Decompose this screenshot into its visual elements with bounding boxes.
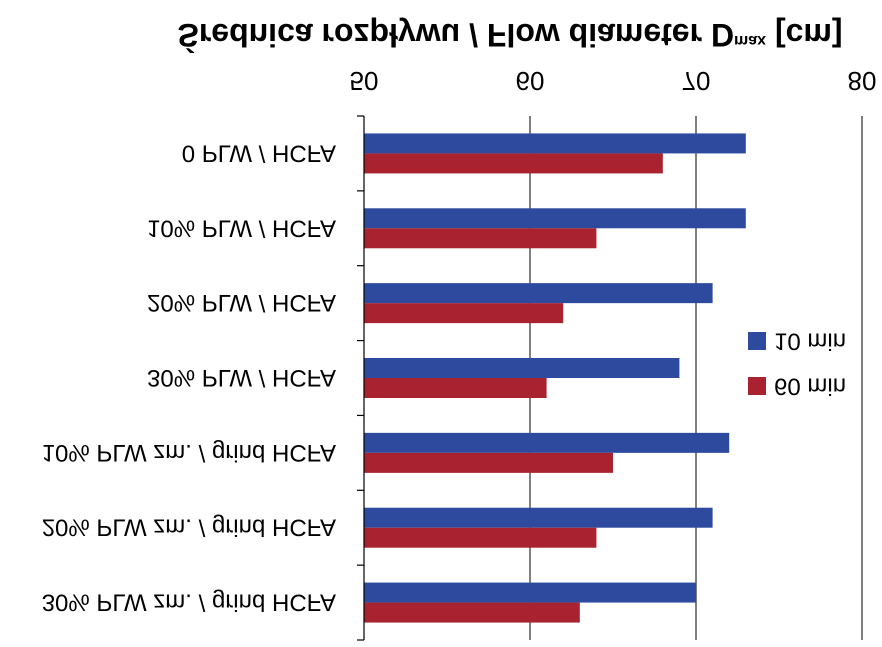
- chart-title: Średnica rozpływu / Flow diameter Dmax […: [177, 17, 842, 53]
- category-label: 10% PLW / HCFA: [147, 214, 336, 241]
- category-label: 0 PLW / HCFA: [182, 139, 336, 166]
- category-label: 30% PLW zm. / grind HCFA: [42, 589, 336, 616]
- bar-10-min-2: [364, 208, 746, 229]
- bar-10-min-5: [364, 432, 730, 453]
- legend-swatch: [748, 332, 766, 350]
- bar-60-min-1: [364, 153, 663, 174]
- bar-10-min-7: [364, 582, 696, 603]
- chart-title-main: Średnica rozpływu / Flow diameter D: [177, 17, 734, 53]
- legend-item: 10 min: [748, 328, 846, 355]
- category-label: 30% PLW / HCFA: [147, 364, 336, 391]
- category-label: 10% PLW zm. / grind HCFA: [42, 439, 336, 466]
- bar-60-min-7: [364, 602, 580, 623]
- bar-60-min-3: [364, 303, 564, 324]
- legend-label: 60 min: [774, 373, 846, 400]
- bar-10-min-6: [364, 507, 713, 528]
- svg-text:Średnica rozpływu / Flow diame: Średnica rozpływu / Flow diameter Dmax […: [177, 17, 842, 53]
- x-tick-label: 60: [516, 66, 545, 96]
- y-axis: [357, 115, 365, 641]
- bars: [364, 133, 746, 623]
- bar-10-min-4: [364, 358, 680, 378]
- category-label: 20% PLW / HCFA: [147, 289, 336, 316]
- chart-title-unit: [cm]: [766, 17, 842, 53]
- bar-60-min-5: [364, 452, 613, 473]
- bar-10-min-1: [364, 133, 746, 154]
- x-axis-ticks: 50 60 70 80: [350, 66, 877, 96]
- bar-60-min-2: [364, 228, 597, 249]
- x-tick-label: 50: [350, 66, 379, 96]
- chart-title-subscript: max: [734, 32, 766, 49]
- x-tick-label: 80: [848, 66, 877, 96]
- bar-10-min-3: [364, 283, 713, 304]
- legend-item: 60 min: [748, 373, 846, 400]
- category-labels: 0 PLW / HCFA 10% PLW / HCFA 20% PLW / HCFA…: [42, 139, 336, 615]
- legend: 10 min 60 min: [748, 328, 846, 400]
- legend-swatch: [748, 377, 766, 395]
- x-tick-label: 70: [682, 66, 711, 96]
- bar-60-min-6: [364, 527, 597, 548]
- bar-60-min-4: [364, 378, 547, 398]
- category-label: 20% PLW zm. / grind HCFA: [42, 514, 336, 541]
- legend-label: 10 min: [774, 328, 846, 355]
